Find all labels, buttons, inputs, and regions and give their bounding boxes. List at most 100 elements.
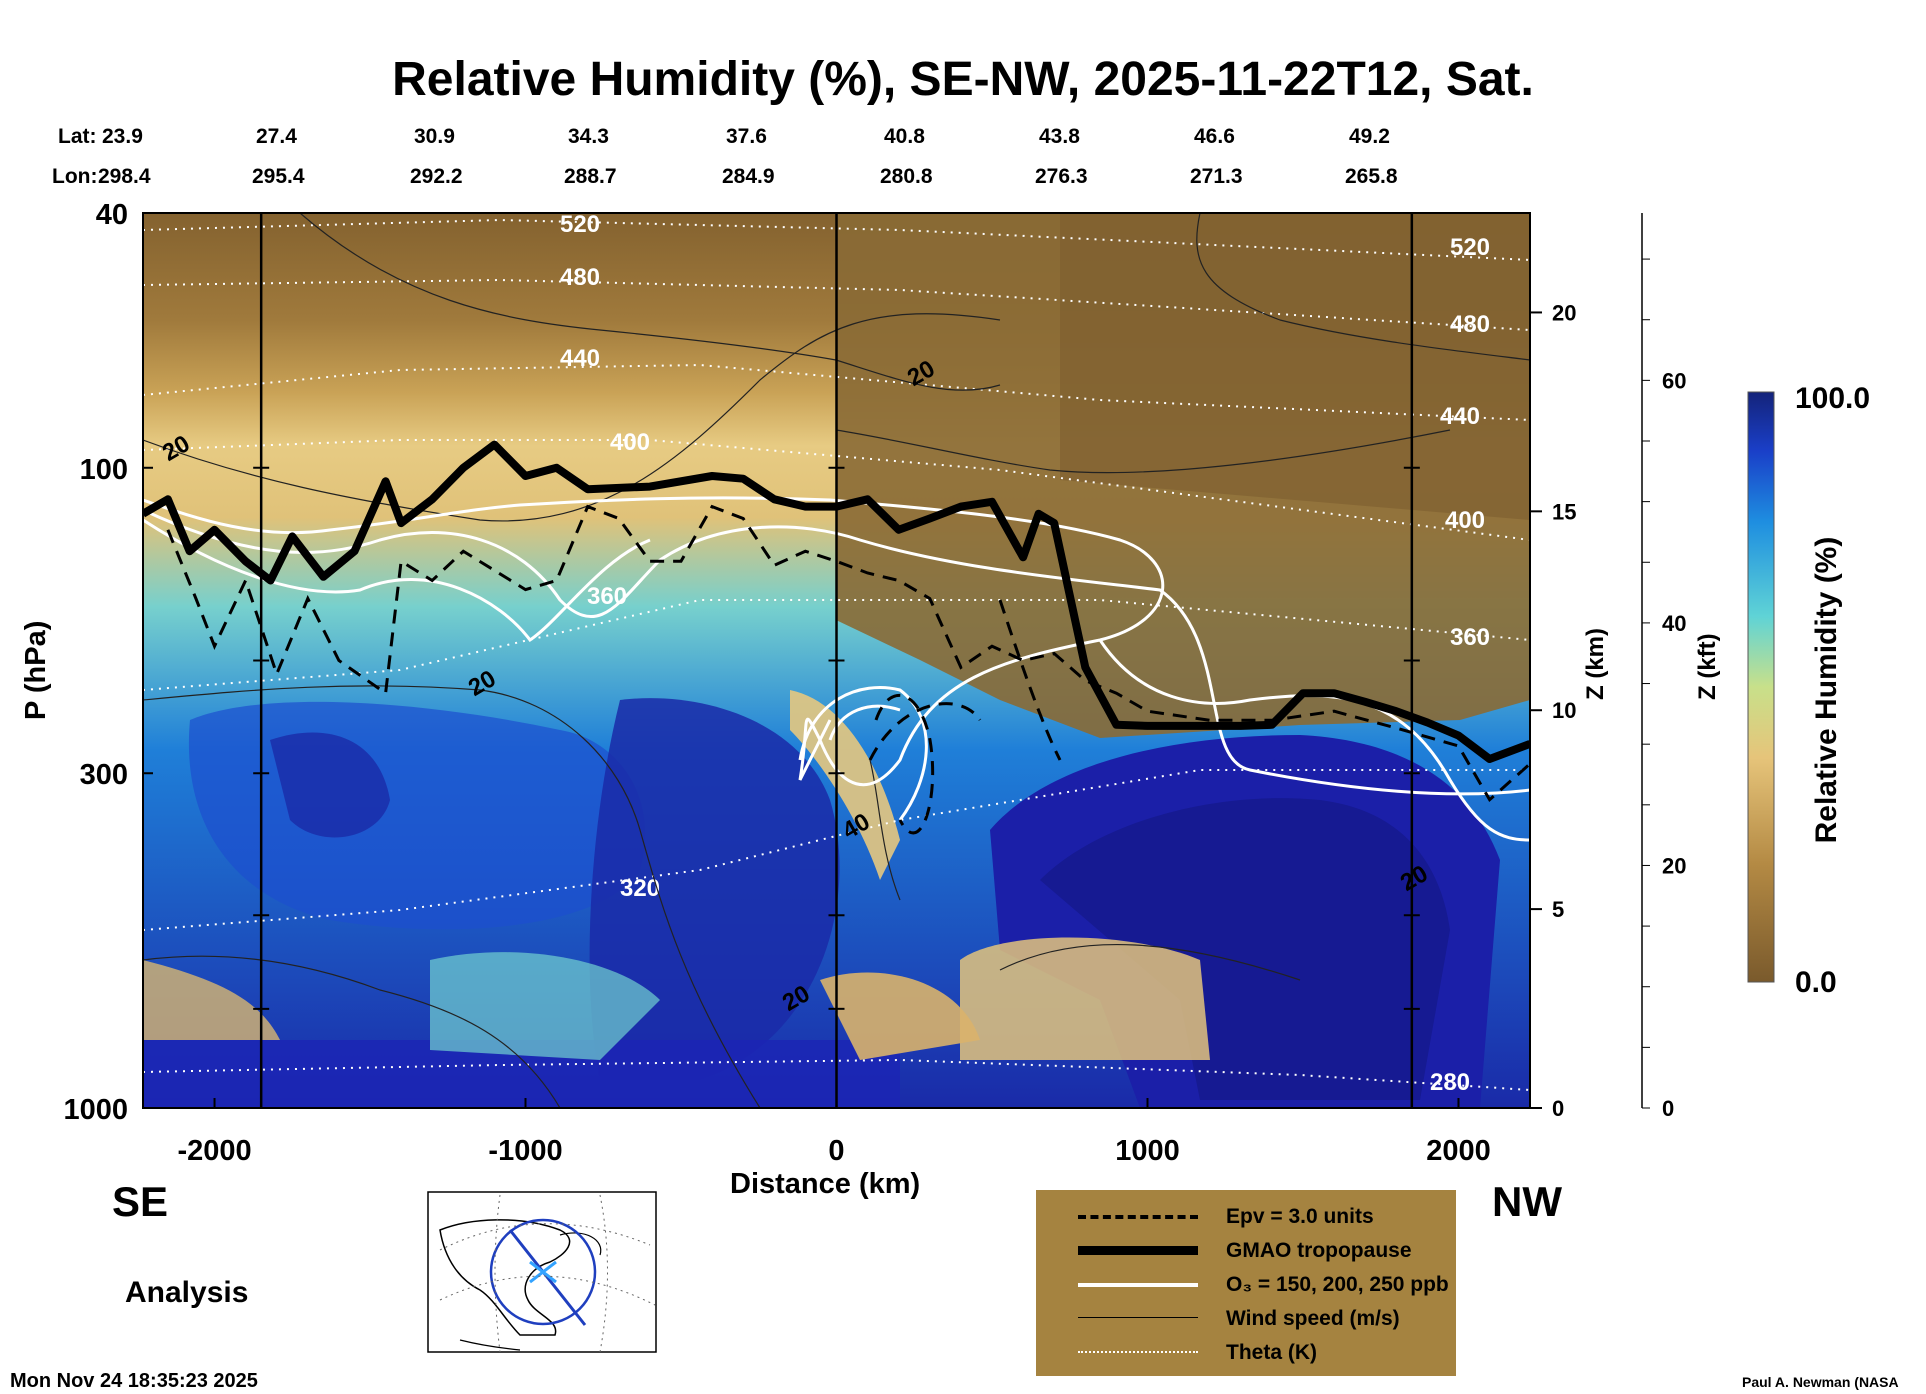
lon-value: 288.7 [564, 165, 617, 188]
lat-value: 46.6 [1194, 125, 1235, 148]
colorbar-min-label: 0.0 [1795, 966, 1837, 999]
theta-contours: 280 320 360 400 440 480 520 480 440 400 360 520 [143, 211, 1530, 1096]
theta-label: 520 [1450, 234, 1490, 261]
z-km-title: Z (km) [1582, 628, 1609, 700]
epv-line [166, 504, 1530, 803]
lon-value: 298.4 [98, 165, 151, 188]
legend-label: GMAO tropopause [1226, 1239, 1412, 1262]
lon-value: 292.2 [410, 165, 463, 188]
z-kft-tick-label: 0 [1662, 1096, 1674, 1121]
lat-value: 37.6 [726, 125, 767, 148]
z-kft-tick-label: 40 [1662, 611, 1686, 636]
y-tick-label: 1000 [63, 1094, 128, 1126]
legend-item-epv: Epv = 3.0 units [1036, 1200, 1456, 1234]
x-tick-label: 1000 [1115, 1135, 1180, 1167]
lon-value: 271.3 [1190, 165, 1243, 188]
wind-contour [1196, 213, 1530, 361]
y-tick-label: 100 [80, 454, 128, 486]
wind-contour [143, 685, 761, 1108]
chart-title: Relative Humidity (%), SE-NW, 2025-11-22… [392, 53, 1534, 106]
legend-item-tropopause: GMAO tropopause [1036, 1234, 1456, 1268]
lat-value: 40.8 [884, 125, 925, 148]
colorbar-max-label: 100.0 [1795, 382, 1870, 415]
x-tick-label: -1000 [488, 1135, 562, 1167]
legend: Epv = 3.0 units GMAO tropopause O₃ = 150… [1036, 1190, 1456, 1376]
z-km-tick-label: 0 [1552, 1096, 1564, 1121]
epv-lobe [998, 599, 1062, 761]
lon-value: 276.3 [1035, 165, 1088, 188]
theta-label: 480 [560, 264, 600, 291]
theta-label: 400 [1445, 507, 1485, 534]
epv-lobe [874, 693, 935, 835]
legend-item-wind: Wind speed (m/s) [1036, 1302, 1456, 1336]
lon-value: 284.9 [722, 165, 775, 188]
axes [143, 212, 1460, 1109]
z-kft-tick-label: 60 [1662, 368, 1686, 393]
inset-map [427, 1191, 657, 1353]
theta-label: 520 [560, 211, 600, 238]
lat-value: 30.9 [414, 125, 455, 148]
analysis-label: Analysis [125, 1276, 249, 1309]
legend-swatch-dashed [1078, 1215, 1198, 1219]
legend-label: Epv = 3.0 units [1226, 1205, 1374, 1228]
theta-label: 320 [620, 875, 660, 902]
z-km-tick-label: 15 [1552, 499, 1576, 524]
wind-contour [999, 943, 1301, 981]
x-tick-label: -2000 [177, 1135, 251, 1167]
theta-line [143, 218, 1530, 261]
height-axes: 0 5 10 15 20 0 20 40 60 [1530, 213, 1686, 1121]
legend-label: Wind speed (m/s) [1226, 1307, 1400, 1330]
series-lines [143, 440, 1530, 835]
legend-item-theta: Theta (K) [1036, 1336, 1456, 1370]
legend-label: Theta (K) [1226, 1341, 1317, 1364]
lon-value: 295.4 [252, 165, 305, 188]
ozone-contour [143, 508, 1530, 796]
z-km-tick-label: 10 [1552, 698, 1576, 723]
theta-label: 440 [560, 345, 600, 372]
timestamp: Mon Nov 24 18:35:23 2025 [10, 1370, 258, 1392]
lat-value: 43.8 [1039, 125, 1080, 148]
z-km-tick-label: 20 [1552, 300, 1576, 325]
legend-swatch-thin [1078, 1317, 1198, 1318]
theta-label: 480 [1450, 311, 1490, 338]
axis-labels: -2000 -1000 0 1000 2000 40 100 300 1000 [63, 199, 1490, 1167]
theta-line [143, 278, 1530, 331]
z-km-tick-label: 5 [1552, 897, 1564, 922]
legend-swatch-thick [1078, 1246, 1198, 1255]
legend-item-ozone: O₃ = 150, 200, 250 ppb [1036, 1268, 1456, 1302]
colorbar [1747, 391, 1775, 983]
lat-value: 23.9 [102, 125, 143, 148]
epv-lobe [868, 702, 982, 761]
lon-value: 280.8 [880, 165, 933, 188]
theta-label: 440 [1440, 403, 1480, 430]
lat-label: Lat: [58, 125, 97, 148]
tropopause-line [143, 440, 1530, 763]
ozone-contour [143, 496, 1165, 787]
credit: Paul A. Newman (NASA [1742, 1374, 1899, 1390]
direction-nw: NW [1492, 1178, 1562, 1225]
theta-label: 400 [610, 429, 650, 456]
wind-contour [143, 955, 561, 1108]
z-kft-tick-label: 20 [1662, 853, 1686, 878]
legend-swatch-white [1078, 1283, 1198, 1287]
wind-contour [869, 759, 901, 901]
lon-label: Lon: [52, 165, 98, 188]
ozone-contour [143, 518, 651, 643]
legend-swatch-dotted [1078, 1351, 1198, 1353]
lon-value: 265.8 [1345, 165, 1398, 188]
theta-label: 360 [1450, 624, 1490, 651]
theta-label: 360 [587, 583, 627, 610]
y-axis-title: P (hPa) [20, 620, 52, 720]
vertical-markers [253, 213, 1420, 1108]
x-tick-label: 0 [828, 1135, 844, 1167]
theta-label: 280 [1430, 1069, 1470, 1096]
ozone-contour [828, 704, 901, 741]
colorbar-title: Relative Humidity (%) [1810, 537, 1843, 844]
y-tick-label: 300 [80, 759, 128, 791]
x-tick-label: 2000 [1426, 1135, 1491, 1167]
x-axis-title: Distance (km) [730, 1168, 921, 1200]
direction-se: SE [112, 1178, 169, 1225]
wind-contour [299, 213, 1001, 391]
wind-contour [835, 429, 1451, 474]
